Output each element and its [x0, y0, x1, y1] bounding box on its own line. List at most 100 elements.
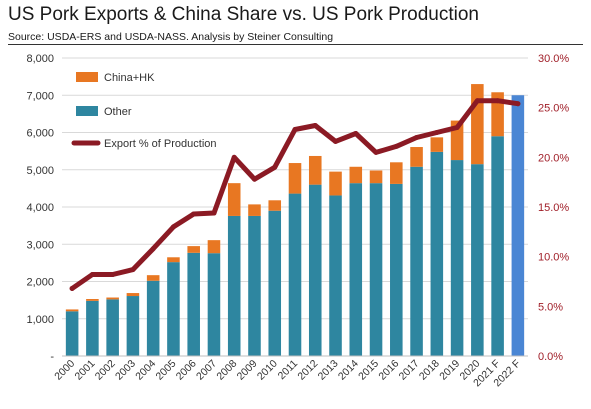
x-tick-label: 2002 — [93, 358, 118, 383]
export-pct-point — [393, 143, 399, 149]
export-pct-point — [191, 211, 197, 217]
bar-china-hk — [227, 183, 241, 216]
legend-label-other: Other — [104, 106, 132, 118]
bar-china-hk — [308, 155, 322, 185]
bar-china-hk — [471, 84, 484, 165]
x-tick-label: 2008 — [214, 358, 239, 383]
export-pct-point — [231, 154, 237, 160]
export-pct-point — [414, 134, 420, 140]
export-pct-point — [251, 176, 257, 182]
bar-other — [288, 193, 302, 356]
bar-other — [329, 195, 342, 356]
bar-china-hk — [369, 170, 383, 184]
x-tick-label: 2010 — [255, 358, 280, 383]
export-pct-point — [495, 98, 501, 104]
bar-china-hk — [329, 171, 342, 196]
export-pct-point — [373, 149, 379, 155]
x-tick-label: 2016 — [376, 358, 401, 383]
bar-other — [126, 296, 140, 356]
legend-swatch-china-hk — [76, 72, 98, 82]
bar-other — [146, 280, 160, 356]
bar-other — [471, 164, 484, 356]
bar-other — [167, 262, 180, 356]
export-pct-point — [170, 224, 176, 230]
bar-other — [268, 210, 282, 356]
bar-other — [349, 183, 363, 356]
export-pct-point — [333, 138, 339, 144]
bar-china-hk — [248, 204, 261, 216]
bar-china-hk — [430, 137, 444, 152]
bar-other — [450, 160, 464, 356]
x-tick-label: 2003 — [113, 358, 138, 383]
x-tick-label: 2014 — [336, 358, 361, 383]
y-right-tick-label: 20.0% — [538, 152, 569, 164]
chart-subtitle: Source: USDA-ERS and USDA-NASS. Analysis… — [8, 31, 334, 43]
x-tick-label: 2012 — [295, 358, 320, 383]
legend-label-export-pct: Export % of Production — [104, 138, 217, 150]
bar-china-hk — [126, 293, 140, 297]
bar-china-hk — [167, 257, 180, 263]
y-left-tick-label: 1,000 — [26, 314, 54, 326]
export-pct-point — [434, 130, 440, 135]
bar-china-hk — [268, 200, 282, 211]
bar-other — [491, 136, 504, 356]
export-pct-point — [89, 272, 95, 278]
bar-other — [187, 252, 200, 356]
bar-china-hk — [390, 162, 403, 184]
y-left-tick-label: 3,000 — [26, 239, 54, 251]
bar-other — [227, 215, 241, 356]
title-rule — [8, 44, 583, 45]
x-tick-label: 2013 — [316, 358, 341, 383]
x-tick-label: 2004 — [133, 358, 158, 383]
bar-other — [65, 311, 79, 356]
y-left-tick-label: 6,000 — [26, 128, 54, 140]
export-pct-point — [69, 285, 75, 291]
y-right-tick-label: 15.0% — [538, 202, 569, 214]
export-pct-point — [353, 130, 359, 136]
export-pct-point — [474, 98, 480, 104]
y-left-tick-label: 2,000 — [26, 277, 54, 289]
y-right-tick-label: 5.0% — [538, 301, 563, 313]
x-tick-label: 2017 — [397, 358, 422, 383]
bar-china-hk — [146, 275, 160, 281]
export-pct-point — [454, 125, 460, 131]
bar-other — [410, 166, 423, 356]
export-pct-point — [312, 123, 318, 129]
x-tick-label: 2005 — [154, 358, 179, 383]
legend-swatch-other — [76, 106, 98, 116]
bar-china-hk — [207, 240, 221, 254]
y-right-tick-label: 0.0% — [538, 351, 563, 363]
legend-label-china-hk: China+HK — [104, 72, 155, 84]
x-tick-label: 2001 — [73, 358, 98, 383]
x-tick-label: 2009 — [235, 358, 260, 383]
bar-china-hk — [187, 246, 200, 253]
bar-other — [106, 299, 119, 356]
x-tick-label: 2011 — [276, 358, 301, 383]
bar-china-hk — [349, 166, 363, 184]
export-pct-point — [211, 210, 217, 216]
y-left-tick-label: - — [50, 351, 54, 363]
bar-other — [369, 183, 383, 356]
y-left-tick-label: 5,000 — [26, 165, 54, 177]
y-left-tick-label: 8,000 — [26, 53, 54, 65]
export-pct-point — [110, 272, 116, 278]
bar-china-hk — [86, 299, 99, 301]
export-pct-point — [150, 246, 156, 252]
bar-other — [511, 95, 525, 356]
bar-china-hk — [410, 147, 423, 167]
bar-other — [207, 253, 221, 356]
bar-other — [248, 215, 261, 356]
export-pct-point — [515, 101, 521, 107]
chart-title: US Pork Exports & China Share vs. US Por… — [8, 4, 479, 25]
bar-other — [86, 300, 99, 356]
bar-other — [430, 151, 444, 356]
x-tick-label: 2000 — [52, 358, 77, 383]
export-pct-point — [292, 127, 298, 133]
y-left-tick-label: 4,000 — [26, 202, 54, 214]
y-right-tick-label: 10.0% — [538, 252, 569, 264]
export-pct-point — [272, 164, 278, 170]
x-tick-label: 2006 — [174, 358, 199, 383]
export-pct-point — [130, 267, 136, 273]
